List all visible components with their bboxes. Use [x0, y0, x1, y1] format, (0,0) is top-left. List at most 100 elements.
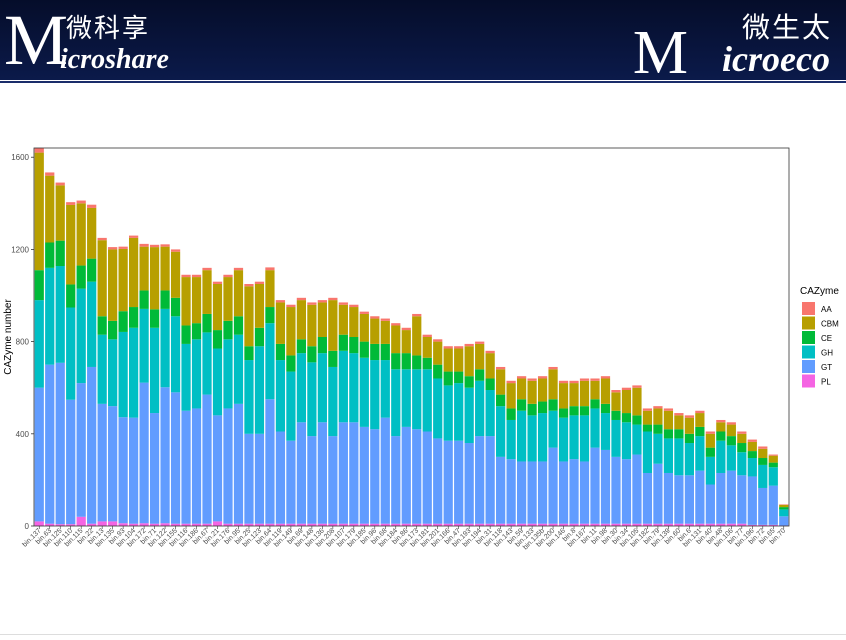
bar-segment-gh: [779, 509, 789, 517]
bar-segment-pl: [286, 523, 296, 526]
bar-segment-gh: [726, 445, 736, 471]
bar-segment-pl: [632, 523, 642, 526]
bar-segment-gh: [695, 436, 705, 471]
bar-segment-ce: [87, 258, 97, 282]
bar-segment-cbm: [726, 424, 736, 437]
microeco-logo-chinese: 微生太: [741, 11, 832, 44]
bar-segment-gh: [475, 380, 485, 437]
bar-segment-gt: [118, 417, 128, 524]
bar-segment-pl: [265, 523, 275, 526]
bar-segment-ce: [548, 399, 558, 411]
bar-segment-gt: [223, 408, 233, 524]
y-tick-label: 1200: [11, 245, 29, 254]
bar-segment-pl: [527, 523, 537, 526]
bar-segment-aa: [454, 346, 464, 349]
bar-segment-cbm: [296, 300, 307, 340]
bar-segment-cbm: [663, 410, 674, 430]
bar-segment-pl: [537, 523, 548, 526]
bar-segment-cbm: [737, 433, 747, 444]
bar-segment-ce: [307, 346, 317, 363]
bar-segment-aa: [265, 267, 275, 271]
bar-segment-ce: [653, 424, 663, 434]
legend-label: CE: [821, 334, 832, 343]
bar-segment-gt: [307, 436, 317, 524]
bar-segment-gt: [55, 362, 65, 525]
bar-segment-cbm: [768, 455, 778, 463]
bar-segment-cbm: [87, 207, 97, 259]
bar-segment-pl: [181, 523, 191, 526]
bar-segment-aa: [370, 316, 380, 319]
bar-segment-cbm: [286, 307, 296, 356]
bar-segment-pl: [97, 521, 107, 526]
bar-segment-pl: [579, 523, 590, 526]
bar-segment-aa: [548, 366, 558, 370]
bar-segment-aa: [768, 454, 778, 456]
microshare-logo-text: icroshare: [60, 44, 169, 75]
bar-segment-pl: [45, 523, 55, 526]
bar-segment-gt: [590, 447, 600, 524]
bar-segment-gh: [558, 417, 569, 462]
bar-segment-pl: [391, 523, 401, 526]
bar-segment-ce: [600, 403, 611, 414]
bar-segment-cbm: [181, 277, 191, 326]
bar-segment-gh: [642, 431, 653, 473]
bar-segment-gh: [737, 452, 747, 476]
bar-segment-pl: [422, 523, 432, 526]
bar-segment-pl: [705, 523, 715, 526]
bar-segment-cbm: [359, 313, 369, 342]
bar-segment-gt: [422, 431, 432, 524]
y-tick-label: 800: [16, 338, 30, 347]
bar-segment-gh: [338, 350, 348, 423]
bar-segment-pl: [558, 523, 569, 526]
bar-segment-pl: [716, 523, 726, 526]
bar-segment-gt: [359, 426, 369, 524]
bar-segment-gt: [286, 440, 296, 524]
bar-segment-cbm: [380, 320, 390, 344]
bar-segment-gt: [349, 422, 359, 524]
bar-segment-aa: [475, 341, 485, 344]
bar-segment-ce: [202, 313, 212, 333]
bar-segment-gt: [108, 406, 118, 522]
bar-segment-ce: [296, 339, 307, 354]
bar-segment-gt: [317, 422, 327, 524]
bar-segment-pl: [118, 523, 128, 526]
bar-segment-ce: [475, 369, 485, 381]
bar-segment-pl: [233, 523, 244, 526]
bar-segment-gh: [621, 422, 632, 460]
bar-segment-gh: [590, 408, 600, 448]
bar-segment-aa: [223, 274, 233, 278]
bar-segment-gt: [621, 459, 632, 524]
footer-divider: [0, 634, 846, 635]
bar-segment-pl: [401, 523, 411, 526]
bar-segment-pl: [758, 524, 768, 526]
bar-segment-pl: [611, 523, 621, 526]
bar-segment-gt: [516, 461, 527, 524]
bar-segment-ce: [328, 350, 338, 367]
bar-segment-aa: [97, 237, 107, 241]
legend-swatch-aa: [802, 302, 815, 315]
bar-segment-pl: [328, 523, 338, 526]
bar-segment-gt: [454, 440, 464, 524]
microeco-logo-initial: M: [632, 19, 688, 87]
bar-segment-aa: [695, 410, 705, 414]
bar-segment-ce: [695, 426, 705, 437]
bar-segment-gt: [129, 417, 139, 524]
bar-segment-gh: [87, 281, 97, 367]
bar-segment-gt: [768, 485, 778, 525]
bar-segment-gt: [642, 472, 653, 524]
bar-segment-gt: [443, 440, 453, 524]
bar-segment-aa: [286, 304, 296, 308]
bar-segment-aa: [87, 204, 97, 208]
bar-segment-aa: [569, 380, 579, 384]
bar-segment-ce: [108, 320, 118, 340]
bar-segment-aa: [758, 446, 768, 449]
bar-segment-aa: [433, 339, 443, 342]
bar-segment-aa: [600, 376, 611, 379]
bar-segment-gt: [66, 399, 76, 525]
bar-segment-cbm: [485, 353, 495, 379]
bar-segment-pl: [108, 521, 118, 526]
bar-segment-pl: [642, 523, 653, 526]
bar-segment-pl: [139, 523, 149, 526]
bar-segment-gh: [506, 419, 516, 460]
bar-segment-ce: [558, 408, 569, 418]
